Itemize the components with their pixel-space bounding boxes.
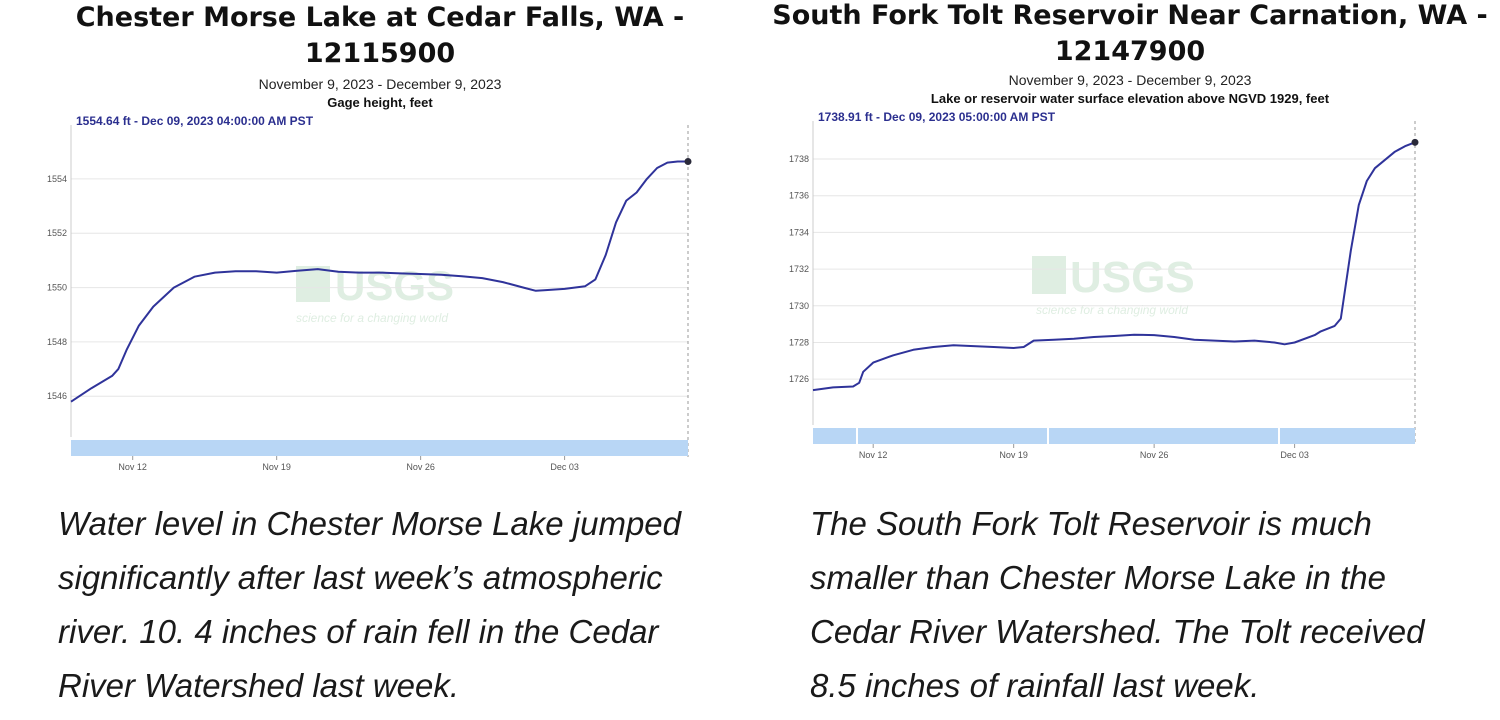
chart-title-line-2: 12115900	[304, 38, 456, 69]
plot-area: USGS science for a changing world 1726 17…	[789, 121, 1419, 460]
latest-point-marker	[684, 158, 692, 166]
caption-line: Cedar River Watershed. The Tolt received	[810, 613, 1425, 650]
y-tick-label: 1738	[789, 154, 809, 164]
x-tick-label: Nov 26	[1140, 450, 1169, 460]
caption-chester-morse: Water level in Chester Morse Lake jumped…	[58, 497, 681, 713]
caption-line: significantly after last week’s atmosphe…	[58, 559, 663, 596]
x-tick-label: Nov 19	[999, 450, 1028, 460]
caption-line: river. 10. 4 inches of rain fell in the …	[58, 613, 659, 650]
usgs-watermark: USGS science for a changing world	[296, 262, 454, 325]
x-tick-label: Nov 26	[406, 462, 435, 470]
x-tick-label: Nov 12	[859, 450, 888, 460]
latest-point-marker	[1411, 138, 1419, 146]
chart-subtitle: November 9, 2023 - December 9, 2023	[1008, 72, 1252, 88]
chart-parameter-label: Gage height, feet	[327, 95, 433, 110]
series-line	[70, 160, 688, 403]
chart-parameter-label: Lake or reservoir water surface elevatio…	[930, 91, 1330, 106]
plot-area: USGS science for a changing world 1546 15…	[47, 125, 692, 470]
caption-line: The South Fork Tolt Reservoir is much	[810, 505, 1372, 542]
usgs-watermark-tagline: science for a changing world	[296, 311, 448, 325]
latest-value-label: 1738.91 ft - Dec 09, 2023 05:00:00 AM PS…	[818, 110, 1056, 124]
x-tick-label: Dec 03	[1280, 450, 1309, 460]
x-tick-label: Dec 03	[550, 462, 579, 470]
approval-band	[813, 428, 1415, 444]
chart-title-line-2: 12147900	[1054, 36, 1206, 67]
usgs-watermark-tagline: science for a changing world	[1036, 303, 1188, 317]
chart-title-line-1: Chester Morse Lake at Cedar Falls, WA -	[75, 2, 685, 33]
x-tick-label: Nov 19	[262, 462, 291, 470]
y-tick-label: 1726	[789, 374, 809, 384]
chart-panel-south-fork-tolt: South Fork Tolt Reservoir Near Carnation…	[760, 0, 1500, 470]
chart-title-line-1: South Fork Tolt Reservoir Near Carnation…	[772, 0, 1488, 31]
y-tick-label: 1554	[47, 174, 67, 184]
y-tick-label: 1732	[789, 264, 809, 274]
caption-line: Water level in Chester Morse Lake jumped	[58, 505, 682, 542]
y-tick-label: 1550	[47, 283, 67, 293]
y-tick-label: 1730	[789, 301, 809, 311]
caption-line: smaller than Chester Morse Lake in the	[810, 559, 1386, 596]
caption-line: River Watershed last week.	[58, 667, 460, 704]
caption-line: 8.5 inches of rainfall last week.	[810, 667, 1260, 704]
chart-panel-chester-morse: Chester Morse Lake at Cedar Falls, WA - …	[0, 0, 760, 470]
approval-band	[71, 440, 688, 456]
y-tick-label: 1552	[47, 228, 67, 238]
usgs-watermark: USGS science for a changing world	[1032, 253, 1195, 317]
usgs-watermark-text: USGS	[1070, 253, 1195, 302]
usgs-watermark-text: USGS	[335, 262, 454, 309]
y-tick-label: 1728	[789, 337, 809, 347]
y-tick-label: 1736	[789, 191, 809, 201]
x-tick-label: Nov 12	[118, 462, 147, 470]
caption-south-fork-tolt: The South Fork Tolt Reservoir is much sm…	[810, 497, 1424, 713]
series-line	[812, 141, 1416, 392]
y-tick-label: 1546	[47, 391, 67, 401]
latest-value-label: 1554.64 ft - Dec 09, 2023 04:00:00 AM PS…	[76, 114, 314, 128]
y-tick-label: 1548	[47, 337, 67, 347]
chart-subtitle: November 9, 2023 - December 9, 2023	[258, 76, 502, 92]
y-tick-label: 1734	[789, 227, 809, 237]
